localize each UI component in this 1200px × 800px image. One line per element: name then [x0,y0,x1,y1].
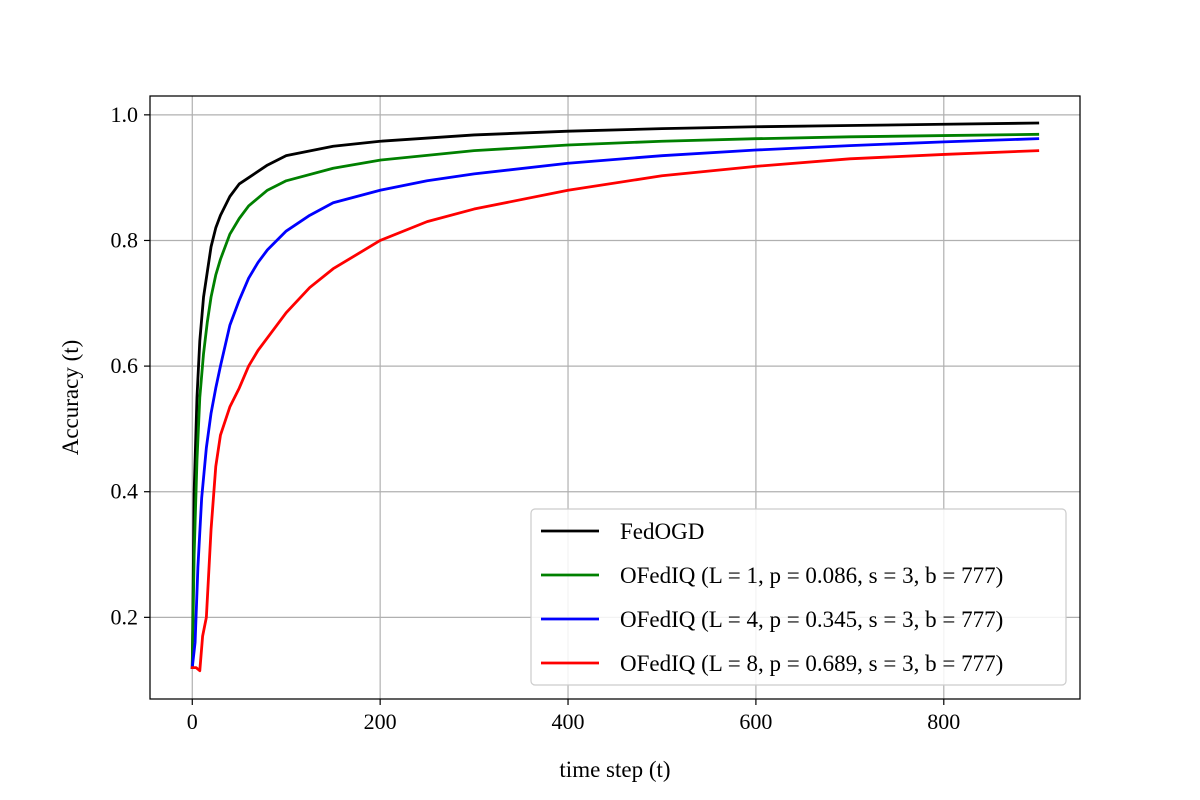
legend-label-3: OFedIQ (L = 4, p = 0.345, s = 3, b = 777… [620,607,1003,632]
y-tick-label: 0.4 [111,479,139,504]
legend-label-2: OFedIQ (L = 1, p = 0.086, s = 3, b = 777… [620,563,1003,588]
x-tick-label: 200 [364,709,397,734]
legend-label-1: FedOGD [620,519,704,544]
x-axis-label: time step (t) [559,757,670,782]
x-tick-label: 600 [739,709,772,734]
series-layer [190,121,1040,673]
series-line-4 [190,149,1040,673]
legend-box [530,508,1067,686]
series-line-3 [190,137,1040,670]
y-tick-label: 0.8 [111,227,139,252]
series-line-1 [190,121,1040,670]
legend-label-4: OFedIQ (L = 8, p = 0.689, s = 3, b = 777… [620,651,1003,676]
y-tick-label: 1.0 [111,102,139,127]
plot-frame [149,95,1081,700]
ticks: 0 200 400 600 800 0.2 0.4 0.6 0.8 1.0 [111,102,961,734]
x-tick-label: 0 [187,709,198,734]
x-tick-label: 400 [552,709,585,734]
y-tick-label: 0.2 [111,604,139,629]
y-tick-label: 0.6 [111,353,139,378]
y-axis-label: Accuracy (t) [58,340,83,456]
x-tick-label: 800 [927,709,960,734]
series-line-2 [190,132,1040,670]
legend: FedOGD OFedIQ (L = 1, p = 0.086, s = 3, b… [530,508,1067,686]
